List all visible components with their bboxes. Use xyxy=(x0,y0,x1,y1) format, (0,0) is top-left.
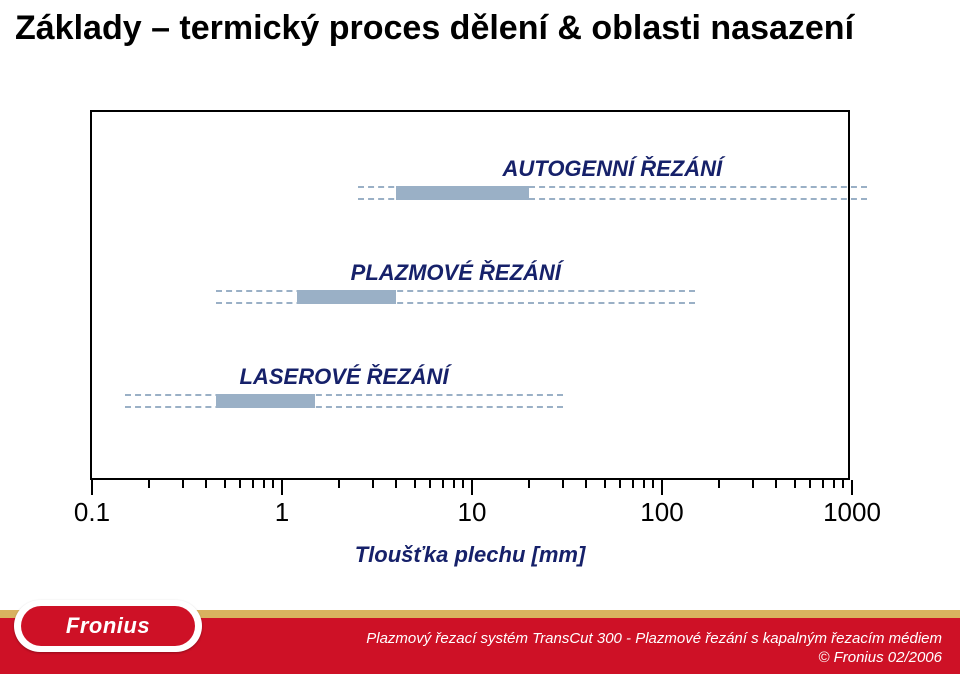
x-tick-label: 100 xyxy=(640,497,683,528)
footer: Fronius Plazmový řezací systém TransCut … xyxy=(0,604,960,674)
x-tick-major xyxy=(91,480,93,495)
page-title: Základy – termický proces dělení & oblas… xyxy=(0,0,960,47)
footer-text-line2: © Fronius 02/2006 xyxy=(818,649,942,666)
method-range-extended xyxy=(125,394,562,408)
x-tick-minor xyxy=(182,480,184,488)
x-tick-minor xyxy=(414,480,416,488)
x-tick-minor xyxy=(632,480,634,488)
x-tick-minor xyxy=(338,480,340,488)
x-tick-major xyxy=(661,480,663,495)
x-tick-minor xyxy=(205,480,207,488)
x-tick-minor xyxy=(442,480,444,488)
x-tick-minor xyxy=(604,480,606,488)
x-tick-label: 10 xyxy=(458,497,487,528)
brand-logo-inner: Fronius xyxy=(21,606,195,646)
method-range-main xyxy=(216,394,315,408)
x-tick-minor xyxy=(263,480,265,488)
x-tick-minor xyxy=(652,480,654,488)
x-tick-minor xyxy=(252,480,254,488)
method-range-main xyxy=(396,186,529,200)
x-tick-label: 1 xyxy=(275,497,289,528)
x-tick-minor xyxy=(272,480,274,488)
x-tick-minor xyxy=(822,480,824,488)
x-tick-minor xyxy=(528,480,530,488)
x-tick-minor xyxy=(224,480,226,488)
x-tick-minor xyxy=(619,480,621,488)
x-tick-major xyxy=(851,480,853,495)
x-tick-minor xyxy=(794,480,796,488)
method-label: PLAZMOVÉ ŘEZÁNÍ xyxy=(351,260,561,286)
x-tick-minor xyxy=(429,480,431,488)
x-tick-label: 1000 xyxy=(823,497,881,528)
x-tick-minor xyxy=(239,480,241,488)
x-tick-minor xyxy=(809,480,811,488)
x-tick-minor xyxy=(775,480,777,488)
x-tick-major xyxy=(471,480,473,495)
x-tick-minor xyxy=(752,480,754,488)
x-tick-minor xyxy=(453,480,455,488)
method-label: AUTOGENNÍ ŘEZÁNÍ xyxy=(503,156,723,182)
method-range-extended xyxy=(216,290,695,304)
x-tick-minor xyxy=(718,480,720,488)
x-tick-minor xyxy=(842,480,844,488)
x-tick-major xyxy=(281,480,283,495)
brand-logo-text: Fronius xyxy=(66,613,150,639)
x-tick-minor xyxy=(372,480,374,488)
x-tick-label: 0.1 xyxy=(74,497,110,528)
x-tick-minor xyxy=(585,480,587,488)
thickness-range-chart: 0.11101001000Tloušťka plechu [mm]AUTOGEN… xyxy=(90,110,850,480)
method-range-main xyxy=(297,290,396,304)
x-tick-minor xyxy=(395,480,397,488)
x-tick-minor xyxy=(643,480,645,488)
x-tick-minor xyxy=(148,480,150,488)
brand-logo: Fronius xyxy=(14,600,202,652)
x-tick-minor xyxy=(562,480,564,488)
x-axis-label: Tloušťka plechu [mm] xyxy=(355,542,586,568)
x-tick-minor xyxy=(833,480,835,488)
footer-text-line1: Plazmový řezací systém TransCut 300 - Pl… xyxy=(366,630,942,647)
method-label: LASEROVÉ ŘEZÁNÍ xyxy=(240,364,449,390)
x-tick-minor xyxy=(462,480,464,488)
